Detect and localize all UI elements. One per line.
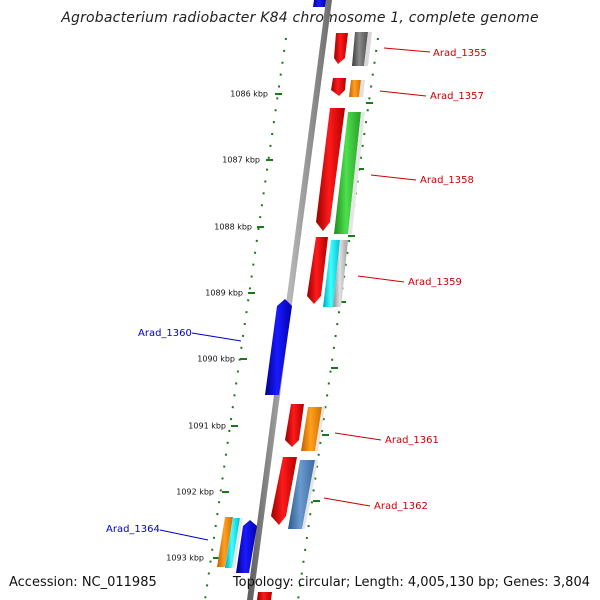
- label-arad-1364: Arad_1364: [106, 524, 160, 535]
- tick-label-1088: 1088 kbp: [214, 223, 252, 232]
- gene-blue-top-partial: [313, 0, 326, 7]
- leader-arad-1359: [357, 275, 405, 283]
- leader-arad-1360: [191, 332, 242, 342]
- gene-arad-1359-red: [307, 237, 328, 304]
- topology-text: Topology: circular; Length: 4,005,130 bp…: [232, 575, 590, 590]
- leader-arad-1362: [323, 497, 371, 507]
- gene-arad-1364-cyan: [225, 518, 240, 568]
- gene-arad-1362-steel: [288, 460, 315, 529]
- label-arad-1362: Arad_1362: [374, 501, 428, 512]
- gene-arad-1355-light: [364, 32, 372, 66]
- gene-red-bottom-partial: [257, 592, 272, 600]
- gene-arad-1360-blue: [265, 299, 292, 395]
- gene-arad-1361-light: [315, 407, 325, 451]
- label-arad-1361: Arad_1361: [385, 435, 439, 446]
- gene-arad-1355-red: [334, 33, 348, 64]
- tick-label-1087: 1087 kbp: [222, 156, 260, 165]
- label-arad-1359: Arad_1359: [408, 277, 462, 288]
- gene-arad-1364-light: [232, 518, 243, 568]
- leader-arad-1358: [370, 174, 417, 181]
- leader-arad-1361: [334, 432, 382, 441]
- gene-arad-1358-red: [316, 108, 345, 231]
- gene-arad-1357-orange: [349, 80, 361, 97]
- tick-label-1090: 1090 kbp: [197, 355, 235, 364]
- gene-arad-1364-blue: [236, 520, 257, 573]
- gene-arad-1362-red: [271, 457, 297, 525]
- tick-label-1086: 1086 kbp: [230, 90, 268, 99]
- accession-text: Accession: NC_011985: [9, 575, 157, 590]
- figure-title: Agrobacterium radiobacter K84 chromosome…: [61, 10, 539, 26]
- leader-arad-1364: [159, 529, 209, 541]
- gene-arad-1358-green: [334, 112, 361, 234]
- tick-label-1093: 1093 kbp: [166, 554, 204, 563]
- label-arad-1360: Arad_1360: [138, 328, 192, 339]
- leader-arad-1355: [383, 47, 431, 53]
- label-arad-1357: Arad_1357: [430, 91, 484, 102]
- gene-arad-1362-light: [302, 460, 318, 529]
- tick-label-1091: 1091 kbp: [188, 422, 226, 431]
- gene-arad-1359-cyan: [323, 240, 340, 307]
- gene-arad-1358-light: [348, 112, 365, 234]
- gene-arad-1357-light: [359, 80, 365, 97]
- label-arad-1355: Arad_1355: [433, 48, 487, 59]
- gene-arad-1361-red: [285, 404, 304, 447]
- gene-arad-1355-dark: [352, 32, 368, 66]
- label-arad-1358: Arad_1358: [420, 175, 474, 186]
- leader-arad-1357: [379, 90, 427, 97]
- genome-backbone: [247, 0, 332, 600]
- gene-arad-1359-grey: [333, 240, 348, 307]
- tick-label-1089: 1089 kbp: [205, 289, 243, 298]
- tick-label-1092: 1092 kbp: [176, 488, 214, 497]
- gene-arad-1364-orange: [217, 517, 233, 567]
- gene-arad-1357-red: [331, 78, 346, 96]
